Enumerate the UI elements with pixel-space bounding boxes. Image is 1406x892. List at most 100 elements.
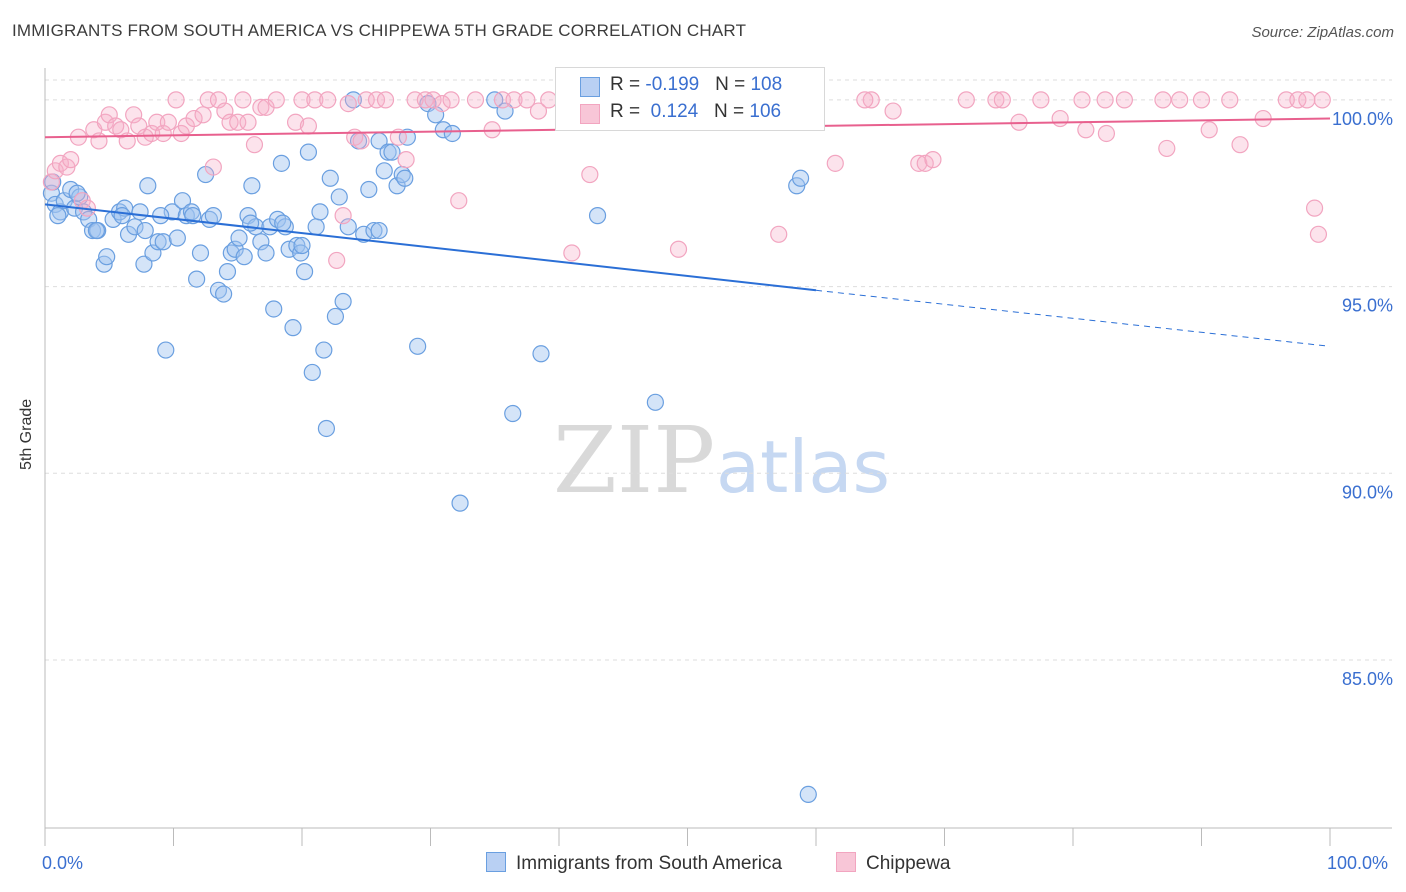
pink-point bbox=[1171, 91, 1189, 109]
pink-point bbox=[1096, 91, 1114, 109]
blue-point bbox=[496, 102, 514, 120]
blue-swatch bbox=[580, 77, 600, 97]
pink-point bbox=[466, 91, 485, 109]
pink-point bbox=[376, 91, 395, 109]
blue-point bbox=[370, 221, 388, 240]
pink-point bbox=[993, 91, 1011, 109]
blue-point bbox=[157, 341, 175, 359]
pink-point bbox=[1298, 91, 1316, 109]
blue-point bbox=[398, 128, 416, 146]
blue-point bbox=[330, 188, 348, 206]
blue-point bbox=[311, 203, 329, 221]
y-tick-label: 90.0% bbox=[1342, 482, 1393, 502]
blue-point bbox=[49, 207, 67, 225]
pink-point bbox=[1289, 91, 1307, 109]
blue-point bbox=[646, 393, 664, 411]
blue-point bbox=[339, 218, 357, 236]
watermark-atlas: atlas bbox=[716, 425, 890, 509]
blue-point bbox=[257, 244, 275, 262]
blue-point bbox=[274, 214, 292, 232]
y-tick-label: 95.0% bbox=[1342, 296, 1393, 316]
pink-point bbox=[194, 106, 212, 124]
pink-point bbox=[450, 192, 468, 210]
bottom-blue-swatch bbox=[486, 852, 506, 872]
legend-n-value-pink: 106 bbox=[749, 101, 782, 122]
pink-point bbox=[252, 98, 270, 116]
pink-point bbox=[245, 136, 264, 154]
legend-r-value-blue: -0.199 bbox=[645, 74, 700, 95]
pink-point bbox=[1077, 121, 1095, 139]
pink-point bbox=[1200, 121, 1218, 139]
pink-point bbox=[62, 151, 80, 169]
blue-point bbox=[235, 248, 253, 266]
pink-point bbox=[1192, 91, 1211, 109]
legend-r-label-blue: R = bbox=[610, 74, 646, 95]
blue-point bbox=[295, 263, 314, 281]
blue-trend-extension bbox=[815, 289, 1331, 347]
pink-point bbox=[154, 124, 172, 143]
blue-point bbox=[383, 143, 401, 161]
pink-point bbox=[1073, 91, 1091, 109]
blue-point bbox=[215, 285, 233, 303]
blue-point bbox=[321, 169, 339, 187]
pink-point bbox=[957, 91, 975, 109]
pink-point bbox=[204, 158, 222, 176]
pink-point bbox=[293, 91, 311, 109]
correlation-legend: R = -0.199 N = 108 R = 0.124 N = 106 bbox=[555, 67, 825, 131]
pink-point bbox=[1221, 91, 1239, 109]
pink-point bbox=[669, 240, 688, 258]
pink-point bbox=[167, 91, 185, 109]
blue-point bbox=[791, 169, 810, 187]
blue-point bbox=[188, 270, 206, 288]
pink-point bbox=[442, 91, 460, 109]
blue-point bbox=[360, 180, 378, 199]
blue-point bbox=[126, 218, 144, 236]
pink-swatch bbox=[580, 104, 600, 124]
pink-point bbox=[125, 106, 143, 124]
pink-point bbox=[529, 102, 548, 120]
pink-point bbox=[987, 91, 1005, 109]
pink-point bbox=[1231, 136, 1249, 154]
blue-point bbox=[334, 292, 352, 311]
pink-point bbox=[159, 113, 177, 131]
pink-point bbox=[862, 91, 880, 109]
blue-point bbox=[326, 307, 345, 326]
pink-point bbox=[563, 244, 581, 262]
pink-point bbox=[328, 251, 346, 270]
pink-point bbox=[1158, 139, 1176, 158]
pink-point bbox=[299, 117, 318, 135]
pink-point bbox=[518, 91, 536, 109]
legend-n-label-blue: N = bbox=[715, 74, 751, 95]
blue-point bbox=[191, 244, 210, 262]
pink-point bbox=[1051, 109, 1069, 128]
blue-point bbox=[230, 229, 248, 247]
bottom-legend-pink-label: Chippewa bbox=[866, 853, 951, 874]
blue-point bbox=[218, 263, 237, 281]
blue-point bbox=[135, 255, 153, 273]
blue-point bbox=[315, 341, 333, 359]
y-tick-label: 85.0% bbox=[1342, 669, 1393, 689]
pink-point bbox=[826, 154, 844, 172]
x-tick-label-right: 100.0% bbox=[1327, 853, 1389, 873]
chart-title: IMMIGRANTS FROM SOUTH AMERICA VS CHIPPEW… bbox=[12, 21, 747, 40]
pink-point bbox=[856, 91, 874, 109]
blue-point bbox=[504, 404, 522, 423]
bottom-pink-swatch bbox=[836, 852, 856, 872]
pink-point bbox=[389, 128, 407, 146]
blue-point bbox=[152, 207, 170, 225]
blue-point bbox=[204, 207, 222, 225]
pink-point bbox=[1097, 124, 1116, 143]
blue-point bbox=[284, 319, 302, 337]
pink-point bbox=[1309, 225, 1328, 243]
pink-point bbox=[924, 151, 942, 169]
pink-point bbox=[334, 207, 352, 225]
pink-point bbox=[352, 132, 370, 150]
blue-point bbox=[451, 494, 469, 512]
blue-point bbox=[799, 785, 817, 803]
blue-point bbox=[303, 363, 321, 382]
blue-point bbox=[139, 177, 157, 195]
pink-point bbox=[884, 102, 902, 120]
blue-point bbox=[83, 221, 102, 240]
blue-point bbox=[396, 169, 414, 187]
